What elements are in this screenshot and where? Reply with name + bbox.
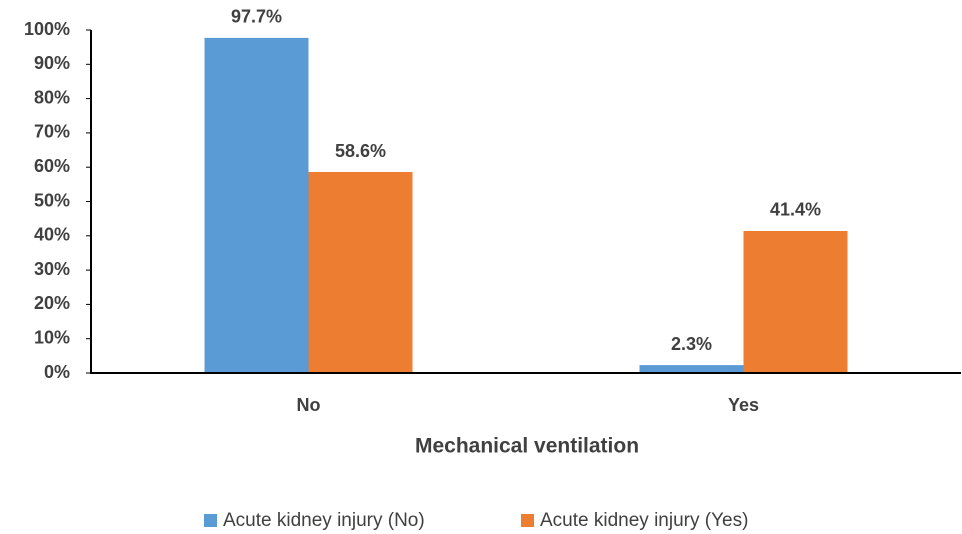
value-label: 97.7% (231, 7, 282, 27)
x-tick-label: Yes (728, 395, 759, 415)
y-tick-label: 70% (34, 122, 70, 142)
bar (639, 365, 744, 373)
y-tick-label: 40% (34, 225, 70, 245)
bar (743, 230, 848, 373)
bar (204, 37, 309, 373)
y-tick-label: 100% (24, 19, 70, 39)
value-label: 41.4% (770, 200, 821, 220)
value-label: 2.3% (671, 334, 712, 354)
y-tick-label: 20% (34, 293, 70, 313)
legend-swatch (204, 514, 217, 527)
y-tick-label: 0% (44, 362, 70, 382)
y-tick-label: 80% (34, 87, 70, 107)
x-axis-title: Mechanical ventilation (415, 435, 639, 458)
y-tick-label: 90% (34, 53, 70, 73)
legend-swatch (521, 514, 534, 527)
y-tick-label: 50% (34, 190, 70, 210)
bar (308, 172, 413, 373)
y-tick-label: 30% (34, 259, 70, 279)
y-tick-label: 60% (34, 156, 70, 176)
y-tick-label: 10% (34, 327, 70, 347)
x-tick-label: No (297, 395, 321, 415)
value-label: 58.6% (335, 141, 386, 161)
legend-label: Acute kidney injury (Yes) (540, 510, 748, 531)
legend-label: Acute kidney injury (No) (223, 510, 425, 531)
